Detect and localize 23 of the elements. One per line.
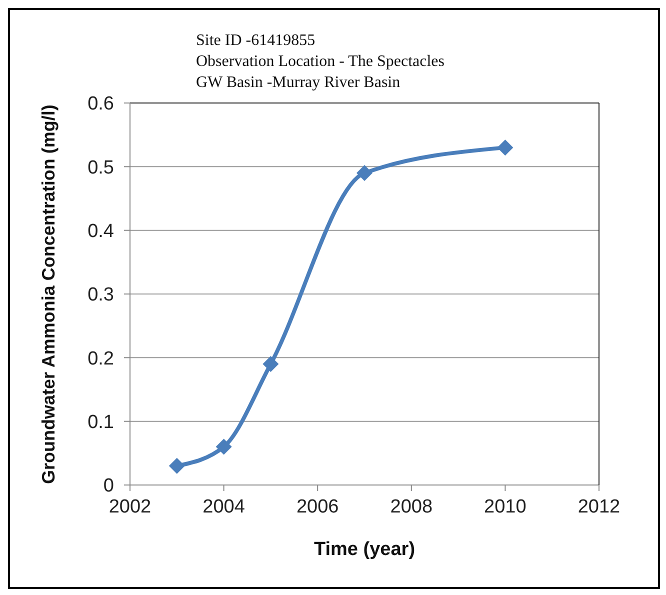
y-tick-label: 0.2	[88, 348, 114, 370]
y-tick-label: 0.4	[88, 221, 114, 242]
x-axis-title: Time (year)	[314, 539, 416, 560]
x-tick-label: 2012	[578, 496, 620, 518]
y-tick-label: 0.1	[88, 412, 114, 434]
point	[168, 458, 185, 474]
x-tick-label: 2002	[108, 496, 152, 518]
y-tick-label: 0.6	[88, 94, 114, 115]
point	[497, 140, 514, 156]
x-tick-label: 2006	[296, 496, 339, 518]
point	[356, 165, 372, 182]
x-tick-label: 2010	[484, 496, 526, 518]
y-tick-label: 0.5	[88, 157, 114, 178]
point	[262, 356, 279, 372]
y-axis-title: Groundwater Ammonia Concentration (mg/l)	[38, 104, 58, 484]
y-tick-label: 0	[103, 476, 114, 497]
text: GW Basin -Murray River Basin	[196, 73, 402, 93]
x-tick-label: 2008	[390, 496, 433, 518]
y-tick-label: 0.3	[88, 284, 114, 306]
x-tick-label: 2004	[202, 496, 246, 518]
chart-title: Site ID -61419855	[196, 31, 316, 51]
point	[216, 438, 232, 455]
chart-subtitle: Observation Location - The Spectacles	[196, 52, 445, 72]
